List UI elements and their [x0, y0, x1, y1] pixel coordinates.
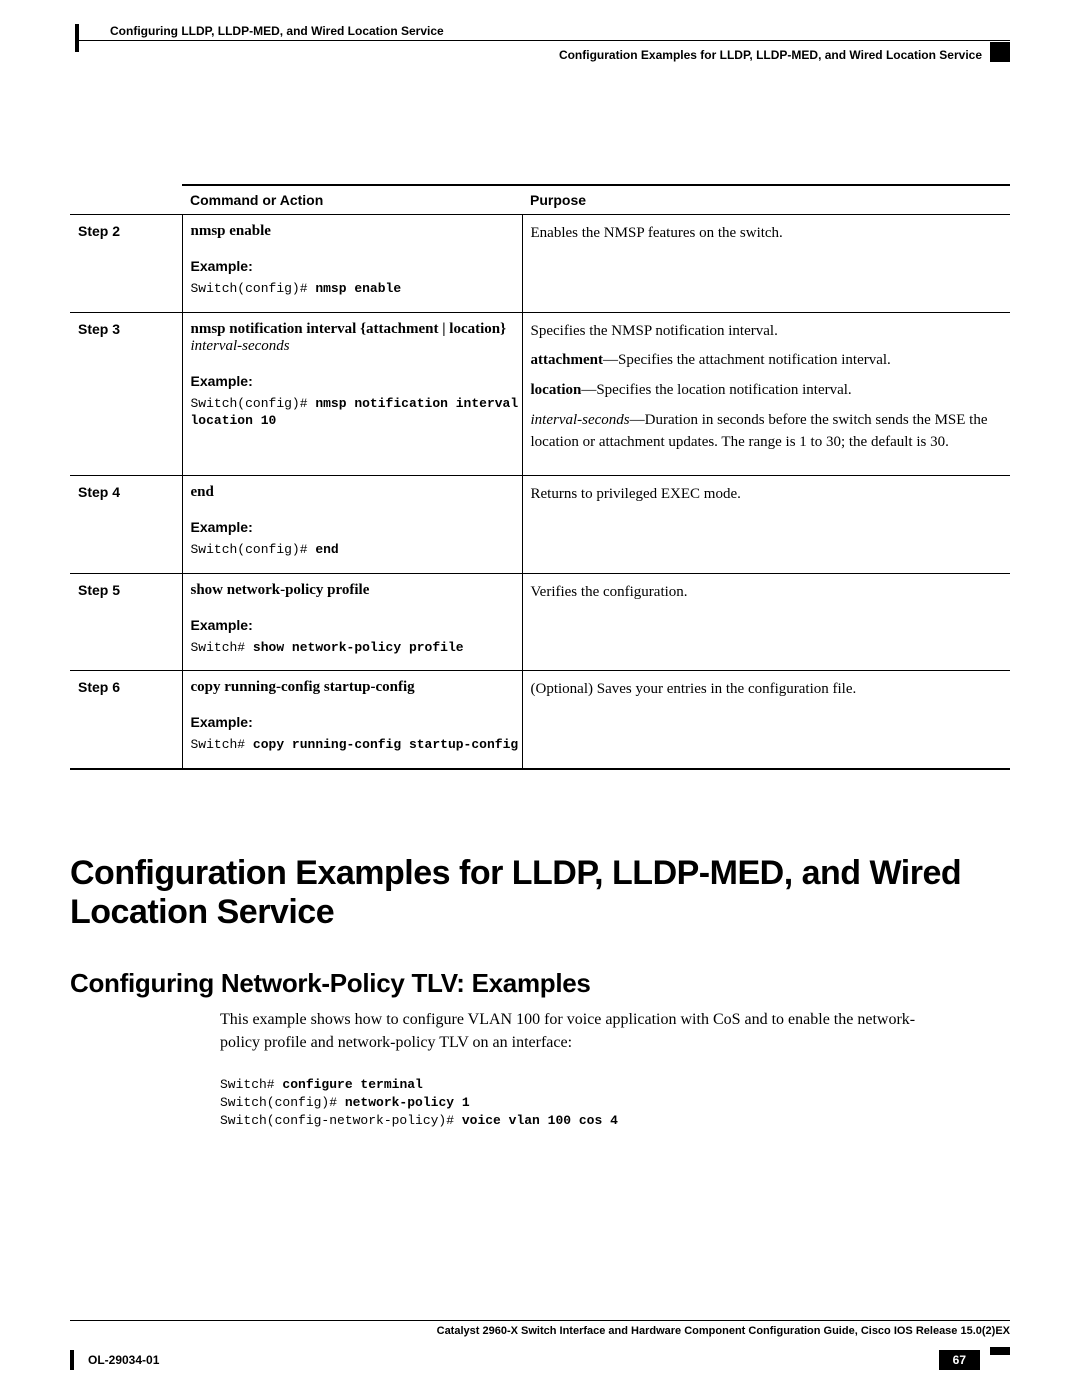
command-text: show network-policy profile	[191, 582, 514, 599]
command-text: nmsp notification interval {attachment |…	[191, 321, 514, 338]
step-cell: Step 2	[70, 215, 182, 313]
page-number: 67	[939, 1350, 980, 1370]
example-label: Example:	[191, 714, 514, 730]
purpose-line: Enables the NMSP features on the switch.	[531, 223, 1003, 245]
example-label: Example:	[191, 617, 514, 633]
table-row: Step 5 show network-policy profile Example…	[70, 573, 1010, 671]
footer-right: 67	[939, 1347, 1010, 1373]
page-footer: Catalyst 2960-X Switch Interface and Har…	[70, 1320, 1010, 1373]
header-corner-mark	[990, 42, 1010, 62]
header-tick	[75, 24, 79, 52]
purpose-line: attachment—Specifies the attachment noti…	[531, 350, 1003, 372]
code-line: Switch# configure terminal	[220, 1077, 423, 1092]
page-content: Command or Action Purpose Step 2 nmsp ena…	[70, 64, 1010, 1130]
purpose-cell: (Optional) Saves your entries in the con…	[522, 671, 1010, 769]
example-code: Switch(config)# nmsp notification interv…	[191, 395, 514, 430]
command-args: interval-seconds	[191, 338, 514, 355]
footer-rule	[70, 1320, 1010, 1321]
command-text: end	[191, 484, 514, 501]
step-label: Step 2	[78, 223, 120, 239]
purpose-cell: Returns to privileged EXEC mode.	[522, 476, 1010, 574]
table-row: Step 3 nmsp notification interval {attach…	[70, 312, 1010, 476]
command-cell: copy running-config startup-config Exampl…	[182, 671, 522, 769]
code-line: Switch(config)# network-policy 1	[220, 1095, 470, 1110]
header-rule	[75, 40, 1010, 41]
example-code: Switch# show network-policy profile	[191, 639, 514, 657]
purpose-cell: Specifies the NMSP notification interval…	[522, 312, 1010, 476]
purpose-line: interval-seconds—Duration in seconds bef…	[531, 410, 1003, 454]
command-text: nmsp enable	[191, 223, 514, 240]
step-label: Step 3	[78, 321, 120, 337]
table-row: Step 4 end Example: Switch(config)# end Retu…	[70, 476, 1010, 574]
command-cell: show network-policy profile Example: Switc…	[182, 573, 522, 671]
steps-table: Command or Action Purpose Step 2 nmsp ena…	[70, 184, 1010, 770]
footer-left: OL-29034-01	[70, 1350, 159, 1370]
example-code: Switch(config)# nmsp enable	[191, 280, 514, 298]
header-right-title: Configuration Examples for LLDP, LLDP-ME…	[559, 48, 982, 62]
section-heading: Configuration Examples for LLDP, LLDP-ME…	[70, 854, 1010, 932]
footer-right-tick	[990, 1347, 1010, 1355]
purpose-line: location—Specifies the location notifica…	[531, 380, 1003, 402]
col-command: Command or Action	[182, 185, 522, 215]
purpose-line: Returns to privileged EXEC mode.	[531, 484, 1003, 506]
page-header: Configuring LLDP, LLDP-MED, and Wired Lo…	[70, 24, 1010, 64]
purpose-cell: Verifies the configuration.	[522, 573, 1010, 671]
example-label: Example:	[191, 519, 514, 535]
command-cell: nmsp notification interval {attachment |…	[182, 312, 522, 476]
code-example: Switch# configure terminal Switch(config…	[220, 1076, 1010, 1131]
footer-doc-id: OL-29034-01	[88, 1353, 159, 1367]
purpose-cell: Enables the NMSP features on the switch.	[522, 215, 1010, 313]
step-cell: Step 3	[70, 312, 182, 476]
example-code: Switch(config)# end	[191, 541, 514, 559]
example-label: Example:	[191, 258, 514, 274]
purpose-line: Specifies the NMSP notification interval…	[531, 321, 1003, 343]
command-cell: nmsp enable Example: Switch(config)# nmsp …	[182, 215, 522, 313]
step-label: Step 5	[78, 582, 120, 598]
example-label: Example:	[191, 373, 514, 389]
step-cell: Step 6	[70, 671, 182, 769]
footer-guide-title: Catalyst 2960-X Switch Interface and Har…	[70, 1325, 1010, 1337]
table-header-row: Command or Action Purpose	[70, 185, 1010, 215]
purpose-line: (Optional) Saves your entries in the con…	[531, 679, 1003, 701]
step-cell: Step 5	[70, 573, 182, 671]
command-cell: end Example: Switch(config)# end	[182, 476, 522, 574]
col-step	[70, 185, 182, 215]
table-row: Step 2 nmsp enable Example: Switch(config)#…	[70, 215, 1010, 313]
example-code: Switch# copy running-config startup-conf…	[191, 736, 514, 754]
subsection-heading: Configuring Network-Policy TLV: Examples	[70, 968, 1010, 999]
step-label: Step 6	[78, 679, 120, 695]
body-paragraph: This example shows how to configure VLAN…	[220, 1009, 920, 1054]
col-purpose: Purpose	[522, 185, 1010, 215]
code-line: Switch(config-network-policy)# voice vla…	[220, 1113, 618, 1128]
step-cell: Step 4	[70, 476, 182, 574]
command-text: copy running-config startup-config	[191, 679, 514, 696]
step-label: Step 4	[78, 484, 120, 500]
footer-tick	[70, 1350, 74, 1370]
table-row: Step 6 copy running-config startup-config…	[70, 671, 1010, 769]
header-left-title: Configuring LLDP, LLDP-MED, and Wired Lo…	[110, 24, 444, 38]
purpose-line: Verifies the configuration.	[531, 582, 1003, 604]
